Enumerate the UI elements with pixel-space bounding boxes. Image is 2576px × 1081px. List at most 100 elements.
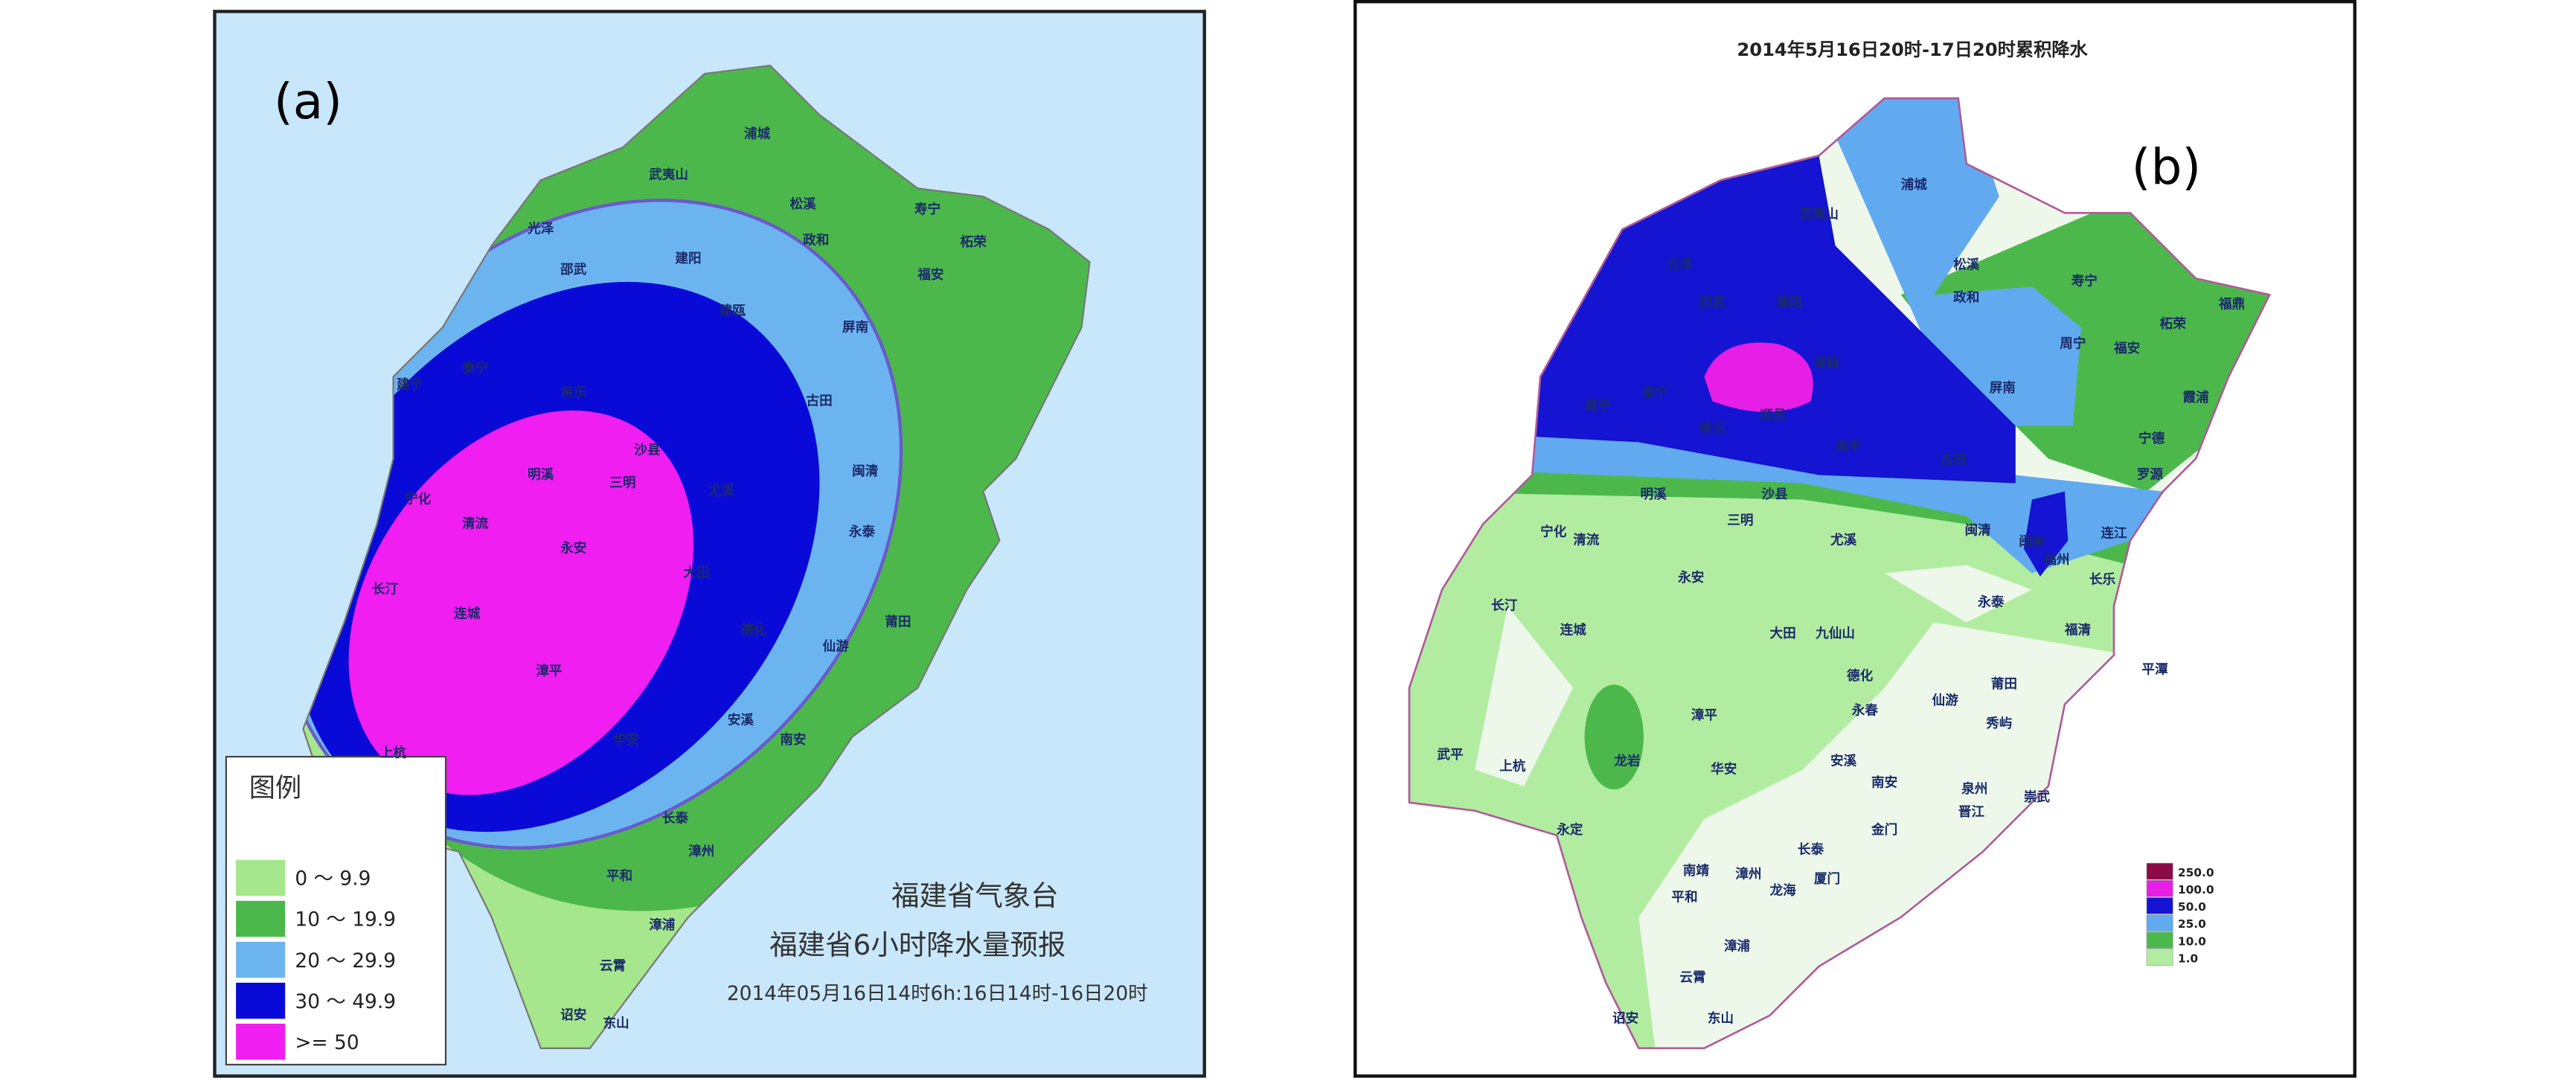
- place-name: 大田: [1769, 626, 1795, 641]
- place-name: 泉州: [1961, 781, 1987, 797]
- place-name: 安溪: [728, 713, 754, 728]
- place-name: 仙游: [823, 639, 850, 655]
- legend-label: 25.0: [2178, 917, 2206, 931]
- place-name: 武平: [1437, 747, 1464, 763]
- place-name: 武夷山: [649, 167, 688, 183]
- place-name: 宁化: [405, 491, 432, 507]
- place-name: 漳平: [1691, 708, 1718, 723]
- legend-swatch: [2146, 949, 2173, 966]
- place-name: 建阳: [675, 251, 701, 266]
- place-name: 福安: [917, 267, 943, 283]
- place-name: 松溪: [1953, 257, 1980, 273]
- place-name: 永安: [1677, 570, 1704, 586]
- place-name: 周宁: [2060, 336, 2086, 351]
- place-name: 建瓯: [720, 303, 746, 318]
- place-name: 宁德: [2138, 431, 2165, 446]
- place-name: 莆田: [1991, 677, 2017, 692]
- place-name: 华安: [1711, 762, 1737, 777]
- place-name: 清流: [462, 516, 489, 531]
- place-name: 德化: [1847, 668, 1874, 684]
- place-name: 永泰: [1977, 594, 2005, 610]
- place-name: 泰宁: [461, 360, 488, 376]
- place-name: 长汀: [1491, 598, 1518, 614]
- legend-label: 30 ～ 49.9: [295, 990, 396, 1013]
- place-name: 南平: [1836, 439, 1862, 455]
- legend-swatch: [236, 982, 286, 1019]
- place-name: 沙县: [1761, 487, 1787, 502]
- legend-swatch: [236, 859, 286, 896]
- legend-label: 50.0: [2178, 900, 2206, 914]
- place-name: 南安: [1871, 774, 1897, 790]
- legend: 250.0 100.0 50.0 25.0 10.0 1.0: [2146, 862, 2214, 966]
- place-name: 建阳: [1776, 295, 1802, 310]
- place-name: 明溪: [528, 467, 554, 482]
- place-name: 闽侯: [2019, 534, 2045, 550]
- place-name: 罗源: [2137, 466, 2164, 482]
- place-name: 华安: [613, 732, 639, 748]
- place-name: 政和: [803, 233, 829, 248]
- place-name: 寿宁: [2072, 274, 2098, 289]
- legend-swatch: [2146, 879, 2173, 897]
- place-name: 平潭: [2141, 662, 2168, 677]
- place-name: 崇武: [2024, 789, 2051, 805]
- place-name: 上杭: [1499, 758, 1526, 774]
- place-name: 龙岩: [1614, 754, 1641, 769]
- place-name: 上杭: [380, 745, 407, 761]
- place-name: 三明: [1727, 513, 1753, 528]
- place-name: 莆田: [885, 615, 911, 630]
- place-name: 安溪: [1830, 754, 1857, 769]
- place-name: 连江: [2101, 526, 2127, 542]
- place-name: 永春: [1851, 702, 1879, 718]
- place-name: 连城: [1560, 623, 1587, 638]
- place-name: 福州: [2042, 552, 2069, 568]
- place-name: 浦城: [1901, 177, 1928, 193]
- place-name: 九仙山: [1815, 626, 1855, 641]
- place-name: 秀屿: [1985, 716, 2012, 731]
- place-name: 闽清: [1965, 522, 1992, 538]
- legend-label: 1.0: [2178, 952, 2198, 965]
- place-name: 永泰: [848, 524, 876, 539]
- place-name: 厦门: [1814, 871, 1840, 887]
- place-name: 泰宁: [1641, 385, 1668, 400]
- place-name: 屏南: [1990, 380, 2016, 396]
- legend-label: 250.0: [2178, 866, 2214, 879]
- place-name: 浦城: [744, 126, 771, 142]
- map-title: 福建省6小时降水量预报: [769, 928, 1066, 961]
- place-name: 金门: [1871, 822, 1897, 838]
- legend-label: 10.0: [2178, 934, 2206, 948]
- place-name: 建宁: [397, 376, 423, 392]
- coastline: [302, 64, 1091, 1050]
- place-name: 光泽: [1666, 257, 1694, 273]
- panel-label: (a): [274, 73, 342, 130]
- legend-label: 20 ～ 29.9: [295, 949, 396, 972]
- place-name: 将乐: [560, 385, 587, 400]
- place-name: 福清: [2064, 623, 2092, 638]
- legend-swatch: [2146, 862, 2173, 880]
- place-name: 顺昌: [1760, 408, 1786, 423]
- place-name: 东山: [1708, 1010, 1734, 1026]
- place-name: 龙海: [1769, 883, 1796, 899]
- legend-label: 100.0: [2178, 883, 2214, 896]
- panel-b: 2014年5月16日20时-17日20时累积降水 (b) 250.0 100.0 5…: [1353, 0, 2356, 1078]
- place-name: 寿宁: [914, 202, 941, 217]
- panel-a: (a) 图例 0 ～ 9.9 10 ～ 19.9 20 ～ 29.9 30 ～ 49.…: [213, 10, 1206, 1078]
- place-name: 平和: [606, 869, 632, 884]
- place-name: 邵武: [1699, 295, 1726, 310]
- map-title: 2014年5月16日20时-17日20时累积降水: [1737, 39, 2088, 60]
- place-name: 永定: [1556, 822, 1583, 838]
- place-name: 漳州: [1735, 867, 1761, 882]
- place-name: 平和: [1671, 890, 1697, 905]
- place-name: 沙县: [634, 443, 660, 458]
- place-name: 霞浦: [2182, 390, 2209, 405]
- place-name: 尤溪: [708, 483, 734, 498]
- place-name: 福鼎: [2218, 296, 2245, 312]
- place-name: 连城: [454, 606, 481, 622]
- place-name: 柘荣: [961, 234, 987, 250]
- place-name: 南安: [780, 732, 806, 748]
- border: [1408, 97, 2272, 1050]
- place-name: 明溪: [1640, 487, 1667, 502]
